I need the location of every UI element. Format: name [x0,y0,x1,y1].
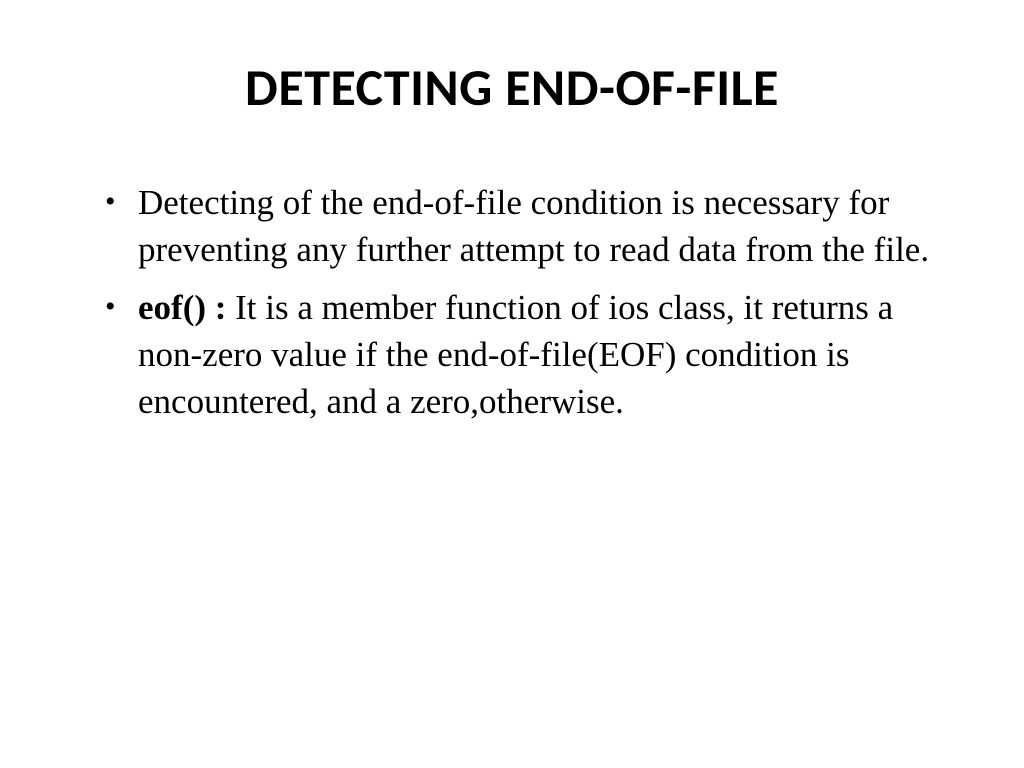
slide-title: DETECTING END-OF-FILE [70,55,954,119]
bullet-text: Detecting of the end-of-file condition i… [138,183,929,269]
slide-content: Detecting of the end-of-file condition i… [70,179,954,425]
bullet-lead: eof() : [138,288,226,327]
bullet-text: It is a member function of ios class, it… [138,288,893,422]
bullet-list: Detecting of the end-of-file condition i… [80,179,954,425]
list-item: Detecting of the end-of-file condition i… [110,179,954,274]
list-item: eof() : It is a member function of ios c… [110,284,954,426]
